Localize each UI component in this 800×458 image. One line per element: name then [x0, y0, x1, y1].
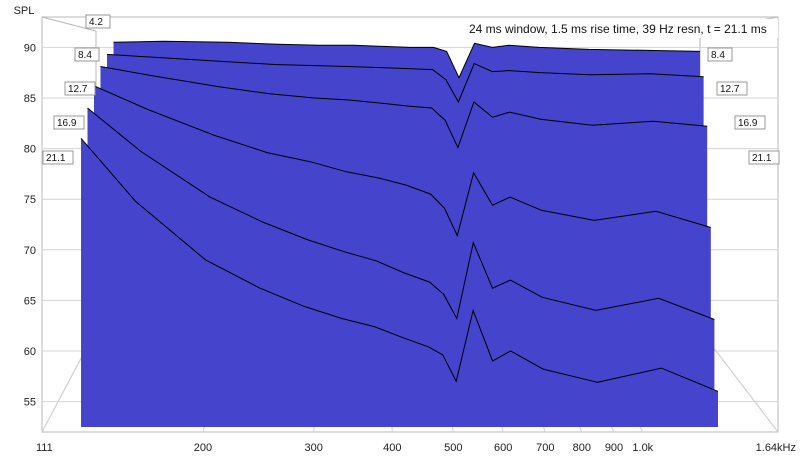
x-tick-label: 300 — [305, 442, 323, 454]
x-tick-label: 1.0k — [632, 442, 653, 454]
x-tick-label: 900 — [605, 442, 623, 454]
time-label-box — [53, 115, 85, 130]
y-tick-label: 85 — [24, 93, 36, 105]
y-tick-label: 80 — [24, 144, 36, 156]
x-tick-label: 200 — [194, 442, 212, 454]
x-tick-label: 1.64kHz — [756, 442, 796, 454]
time-label-box — [85, 14, 111, 29]
time-label-left: 4.2 — [89, 17, 103, 28]
y-tick-label: 70 — [24, 245, 36, 257]
frame-diag-tl — [41, 16, 97, 32]
frame-front — [41, 16, 779, 433]
time-label-box — [748, 150, 780, 165]
x-tick-label: 500 — [444, 442, 462, 454]
x-tick-label: 111 — [36, 442, 53, 454]
time-label-right: 16.9 — [738, 118, 758, 129]
y-tick-label: 55 — [24, 397, 36, 409]
time-label-box — [64, 81, 96, 96]
y-tick-label: 60 — [24, 346, 36, 358]
time-label-box — [716, 81, 748, 96]
x-tick-label: 600 — [494, 442, 512, 454]
time-label-box — [734, 115, 766, 130]
x-tick-label: 400 — [383, 442, 401, 454]
y-axis-label: SPL — [14, 5, 35, 17]
time-labels: 4.2 8.4 12.7 16.9 21.1 8.4 12.7 16.9 21.1 — [42, 14, 780, 165]
slice-line — [80, 137, 719, 392]
chart-title: 24 ms window, 1.5 ms rise time, 39 Hz re… — [469, 22, 767, 36]
waterfall-slices — [80, 40, 719, 428]
x-tick-label: 700 — [536, 442, 554, 454]
x-tick-label: 800 — [573, 442, 591, 454]
time-label-left: 21.1 — [46, 153, 66, 164]
slice-line — [93, 85, 711, 238]
y-tick-label: 65 — [24, 295, 36, 307]
chart-title-box — [464, 19, 778, 38]
y-tick-label: 75 — [24, 194, 36, 206]
time-label-box — [707, 47, 733, 62]
slice-line — [87, 107, 715, 320]
slice-line — [113, 40, 701, 79]
slice-line — [100, 66, 708, 149]
time-label-right: 21.1 — [752, 153, 772, 164]
slice-line — [106, 53, 704, 104]
time-label-left: 16.9 — [57, 118, 77, 129]
axis-ticks: 55 60 65 70 75 80 85 90 111 200 300 400 500 600 700 800… — [24, 42, 796, 454]
time-label-left: 12.7 — [68, 84, 88, 95]
time-label-box — [42, 150, 74, 165]
time-label-box — [74, 47, 100, 62]
slice-fill — [81, 138, 718, 428]
y-tick-label: 90 — [24, 42, 36, 54]
time-label-left: 8.4 — [78, 50, 92, 61]
time-label-right: 12.7 — [720, 84, 740, 95]
time-label-right: 8.4 — [711, 50, 725, 61]
